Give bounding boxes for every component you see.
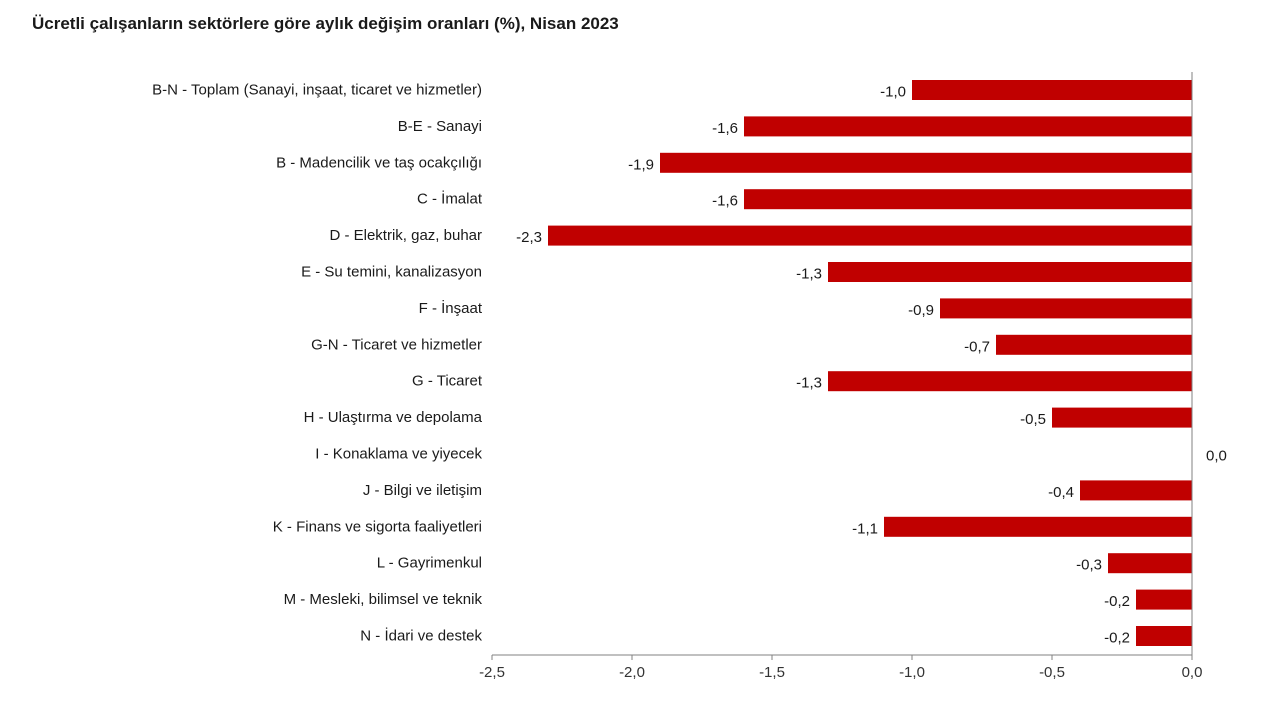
chart-title: Ücretli çalışanların sektörlere göre ayl… bbox=[32, 14, 619, 33]
bar bbox=[884, 516, 1192, 537]
value-labels: -1,0 -1,6 -1,9 -1,6 -2,3 -1,3 -0,9 -0,7 -1,3 -0,5… bbox=[516, 84, 1227, 647]
bar bbox=[996, 334, 1192, 355]
value-label: -1,3 bbox=[796, 266, 822, 283]
value-label: -1,0 bbox=[880, 84, 906, 101]
bar bbox=[1080, 480, 1192, 501]
x-tick-label: -2,5 bbox=[479, 664, 505, 681]
value-label: -0,3 bbox=[1076, 557, 1102, 574]
category-label: M - Mesleki, bilimsel ve teknik bbox=[284, 591, 483, 608]
value-label: -0,2 bbox=[1104, 593, 1130, 610]
bar bbox=[744, 116, 1192, 137]
value-label: -1,1 bbox=[852, 520, 878, 537]
bar bbox=[1136, 626, 1192, 646]
category-label: F - İnşaat bbox=[419, 299, 483, 317]
category-label: G-N - Ticaret ve hizmetler bbox=[311, 336, 482, 353]
value-label: -0,9 bbox=[908, 302, 934, 319]
bar bbox=[940, 298, 1192, 319]
bar bbox=[1136, 589, 1192, 610]
bar bbox=[548, 225, 1192, 246]
bar bbox=[1052, 407, 1192, 428]
category-label: H - Ulaştırma ve depolama bbox=[304, 409, 483, 426]
bar bbox=[660, 152, 1192, 173]
category-label: G - Ticaret bbox=[412, 373, 483, 390]
x-tick-label: -1,0 bbox=[899, 664, 925, 681]
category-label: K - Finans ve sigorta faaliyetleri bbox=[273, 518, 482, 535]
value-label: -1,9 bbox=[628, 156, 654, 173]
category-labels: B-N - Toplam (Sanayi, inşaat, ticaret ve… bbox=[152, 82, 483, 645]
x-tick-label: -2,0 bbox=[619, 664, 645, 681]
value-label: -0,4 bbox=[1048, 484, 1074, 501]
category-label: I - Konaklama ve yiyecek bbox=[315, 446, 482, 463]
bars-layer bbox=[548, 80, 1192, 646]
value-label: -2,3 bbox=[516, 229, 542, 246]
category-label: N - İdari ve destek bbox=[360, 627, 482, 645]
bar bbox=[828, 371, 1192, 392]
category-label: B-N - Toplam (Sanayi, inşaat, ticaret ve… bbox=[152, 82, 482, 99]
bar bbox=[828, 262, 1192, 282]
category-label: L - Gayrimenkul bbox=[377, 555, 482, 572]
value-label: -1,3 bbox=[796, 375, 822, 392]
bar bbox=[1108, 553, 1192, 574]
value-label: -1,6 bbox=[712, 120, 738, 137]
value-label: -0,2 bbox=[1104, 630, 1130, 647]
x-tick-label: -0,5 bbox=[1039, 664, 1065, 681]
x-tick-label: 0,0 bbox=[1182, 664, 1203, 681]
x-axis: -2,5 -2,0 -1,5 -1,0 -0,5 0,0 bbox=[479, 72, 1202, 681]
value-label: -0,5 bbox=[1020, 411, 1046, 428]
bar bbox=[744, 189, 1192, 210]
category-label: E - Su temini, kanalizasyon bbox=[301, 264, 482, 281]
value-label: -1,6 bbox=[712, 193, 738, 210]
category-label: B - Madencilik ve taş ocakçılığı bbox=[276, 154, 482, 171]
category-label: J - Bilgi ve iletişim bbox=[363, 482, 482, 499]
x-tick-label: -1,5 bbox=[759, 664, 785, 681]
category-label: D - Elektrik, gaz, buhar bbox=[329, 227, 482, 244]
value-label: 0,0 bbox=[1206, 448, 1227, 465]
category-label: C - İmalat bbox=[417, 190, 483, 208]
bar bbox=[912, 80, 1192, 100]
category-label: B-E - Sanayi bbox=[398, 118, 482, 135]
value-label: -0,7 bbox=[964, 338, 990, 355]
